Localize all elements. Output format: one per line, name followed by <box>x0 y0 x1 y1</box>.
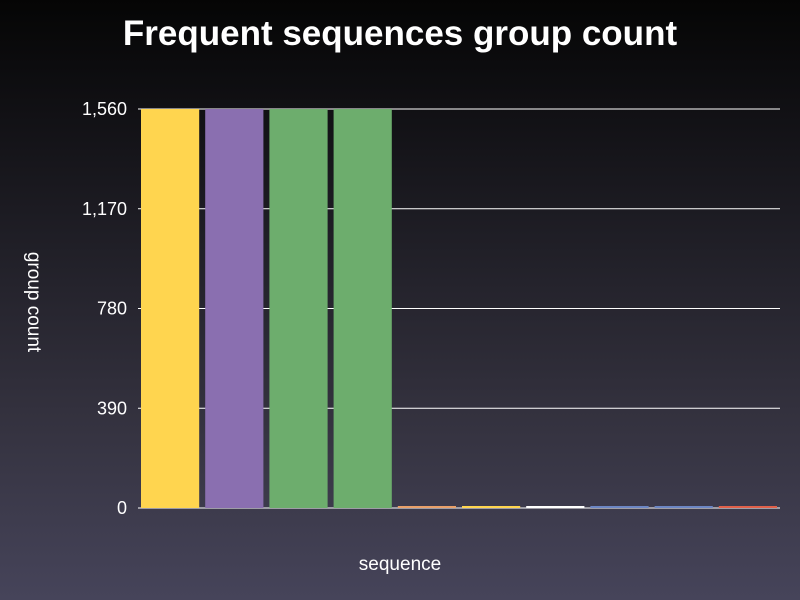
bar <box>397 506 456 508</box>
y-tick-label: 1,560 <box>82 99 127 119</box>
y-axis-ticks: 0 390 780 1,170 1,560 <box>82 99 127 518</box>
y-tick-label: 780 <box>97 299 127 319</box>
y-axis-label: group count <box>23 252 44 353</box>
bar <box>141 109 200 508</box>
y-tick-label: 390 <box>97 398 127 418</box>
bar <box>718 506 777 508</box>
bar <box>333 109 392 508</box>
bar <box>590 506 649 508</box>
chart-title: Frequent sequences group count <box>122 14 678 53</box>
x-axis-label: sequence <box>359 554 441 575</box>
bars <box>141 109 777 508</box>
bar <box>654 506 713 508</box>
bar <box>269 109 328 508</box>
y-tick-label: 1,170 <box>82 199 127 219</box>
bar <box>462 506 521 508</box>
bar <box>205 109 264 508</box>
y-tick-label: 0 <box>117 498 127 518</box>
bar <box>526 506 585 508</box>
